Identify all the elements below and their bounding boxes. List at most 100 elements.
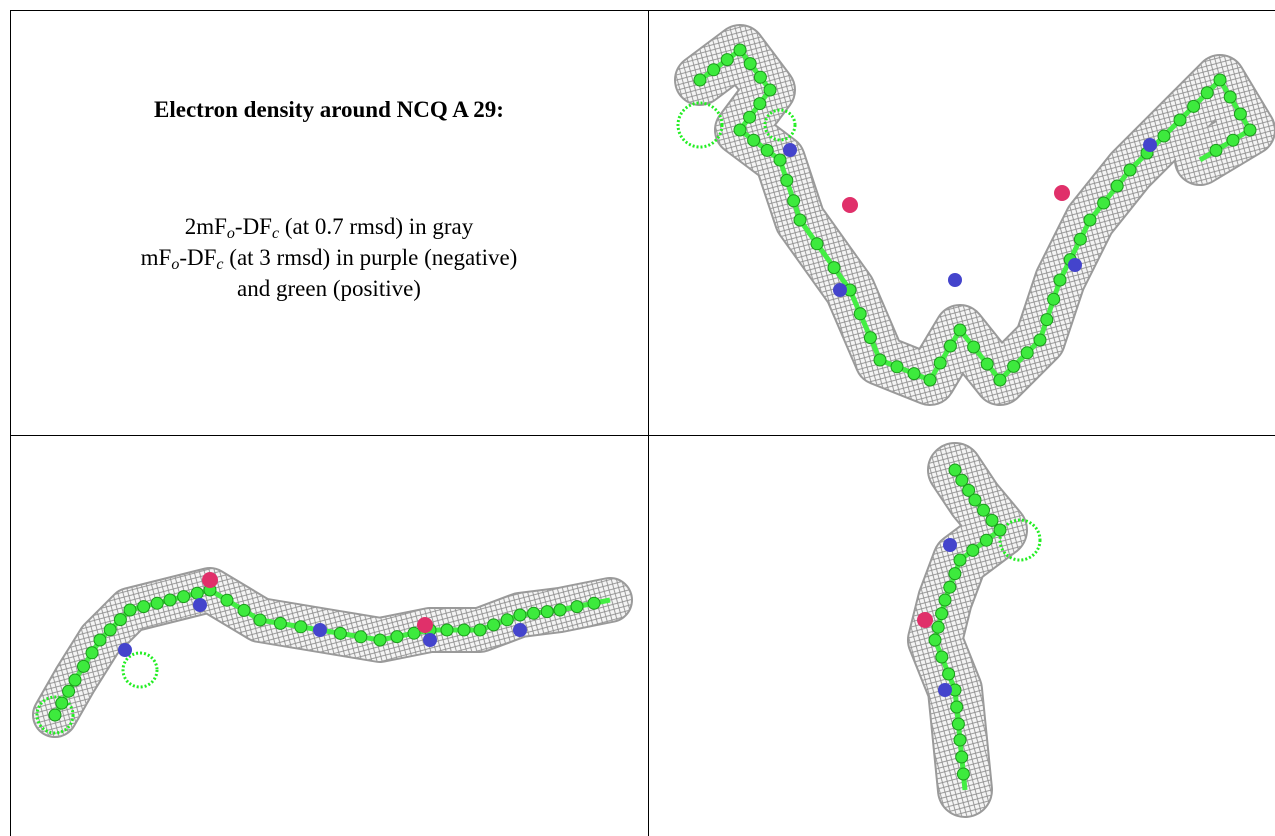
atom <box>1097 196 1111 210</box>
atom <box>540 605 554 619</box>
atom <box>137 600 151 614</box>
oxygen <box>917 612 933 628</box>
atom <box>948 463 962 477</box>
atom <box>743 110 757 124</box>
text-cell: Electron density around NCQ A 29: 2mFo-D… <box>11 11 647 434</box>
atom <box>1007 359 1021 373</box>
atom <box>793 213 807 227</box>
atom <box>966 543 980 557</box>
atom <box>890 360 904 374</box>
atom <box>951 717 965 731</box>
atom <box>827 261 841 275</box>
atom <box>935 607 949 621</box>
atom <box>873 353 887 367</box>
atom <box>942 667 956 681</box>
atom <box>720 53 734 67</box>
atom <box>907 367 921 381</box>
atom <box>354 630 368 644</box>
atom <box>956 767 970 781</box>
text-run: -DF <box>179 245 217 270</box>
atom <box>853 307 867 321</box>
atom <box>440 623 454 637</box>
atom <box>953 733 967 747</box>
atom <box>1173 113 1187 127</box>
oxygen <box>1054 185 1070 201</box>
atom <box>763 83 777 97</box>
atom <box>1110 179 1124 193</box>
atom <box>773 153 787 167</box>
description-line: 2mFo-DFc (at 0.7 rmsd) in gray <box>11 211 647 242</box>
nitrogen <box>313 623 327 637</box>
text-run: -DF <box>234 214 272 239</box>
atom <box>85 646 99 660</box>
atom <box>1083 213 1097 227</box>
atom <box>500 613 514 627</box>
atom <box>77 659 90 673</box>
atom <box>527 606 541 620</box>
nitrogen <box>193 598 207 612</box>
atom <box>373 633 387 647</box>
atom <box>1053 273 1067 287</box>
atom <box>1200 86 1214 100</box>
green-density <box>763 108 797 142</box>
atom <box>933 356 947 370</box>
atom <box>68 673 82 687</box>
atom <box>473 623 487 637</box>
atom <box>163 593 177 607</box>
nitrogen <box>513 623 527 637</box>
atom <box>253 613 267 627</box>
atom <box>407 626 421 640</box>
atom <box>513 608 527 622</box>
cell-description: 2mFo-DFc (at 0.7 rmsd) in gray mFo-DFc (a… <box>11 211 647 304</box>
atom <box>985 513 999 527</box>
atom <box>943 580 957 594</box>
oxygen <box>202 572 218 588</box>
atom <box>103 623 117 637</box>
atom <box>747 133 761 147</box>
subscript: o <box>226 225 235 242</box>
atom <box>570 600 584 614</box>
atom <box>1073 232 1087 246</box>
atom <box>48 708 62 722</box>
atom <box>953 323 967 337</box>
atom <box>707 63 721 77</box>
atom <box>487 618 501 632</box>
atom <box>967 340 981 354</box>
atom <box>62 684 76 698</box>
cell-title: Electron density around NCQ A 29: <box>154 97 504 122</box>
atom <box>1213 73 1227 87</box>
nitrogen <box>943 538 957 552</box>
atom <box>1243 123 1257 137</box>
nitrogen <box>1068 258 1082 272</box>
atom <box>1157 129 1171 143</box>
atom <box>979 533 993 547</box>
subscript: o <box>171 256 180 273</box>
subscript: c <box>271 225 280 242</box>
atom <box>980 357 994 371</box>
atom <box>150 596 164 610</box>
text-run: mF <box>140 245 172 270</box>
density-mesh <box>676 26 1274 404</box>
atom <box>457 623 471 637</box>
atom <box>955 473 969 487</box>
atom <box>1223 90 1237 104</box>
atom <box>977 503 990 517</box>
atom <box>190 586 204 600</box>
atom <box>753 70 767 84</box>
atom <box>953 553 967 567</box>
atom <box>743 57 757 71</box>
nitrogen <box>948 273 962 287</box>
atom <box>787 194 801 208</box>
atom <box>1187 99 1201 113</box>
atom <box>55 696 69 710</box>
atom <box>1033 333 1047 347</box>
nitrogen <box>783 143 797 157</box>
nitrogen <box>118 643 132 657</box>
atom <box>923 373 937 387</box>
green-density <box>121 651 159 689</box>
atom <box>553 603 567 617</box>
atom <box>587 596 601 610</box>
atom <box>390 630 404 644</box>
